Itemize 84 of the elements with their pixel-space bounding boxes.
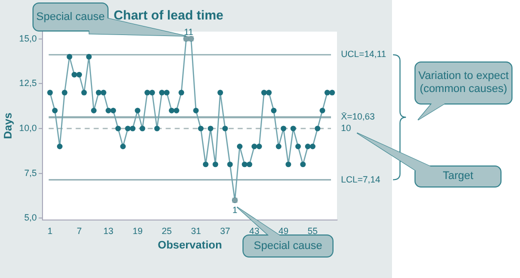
annotation: 1 — [232, 205, 238, 216]
point — [202, 162, 208, 168]
point — [56, 144, 63, 150]
y-tick-label: 15,0 — [19, 33, 37, 44]
y-axis-title: Days — [2, 112, 15, 139]
point — [290, 126, 296, 132]
x-axis-title: Observation — [158, 239, 222, 252]
point — [130, 126, 136, 132]
point — [252, 144, 258, 150]
y-tick-label: 12,5 — [19, 78, 37, 88]
point — [100, 90, 106, 96]
point — [90, 108, 97, 114]
point — [320, 108, 326, 114]
point — [193, 108, 199, 114]
point — [106, 108, 112, 114]
point — [295, 144, 301, 150]
point — [310, 144, 316, 150]
point — [125, 126, 131, 132]
point — [178, 90, 184, 96]
point — [208, 126, 214, 132]
x-tick-label: 1 — [48, 226, 53, 236]
point — [120, 144, 126, 150]
text: Variation to expect (common causes) — [415, 62, 512, 104]
point — [110, 108, 116, 114]
point — [47, 90, 53, 96]
y-tick-label: 5,0 — [24, 212, 37, 223]
point — [174, 108, 180, 114]
point — [256, 144, 262, 150]
point — [286, 162, 292, 168]
point — [62, 90, 68, 96]
point — [154, 126, 160, 132]
point — [217, 90, 224, 96]
ref-line-label: LCL=7,14 — [341, 174, 380, 184]
point — [159, 90, 165, 96]
point — [212, 162, 218, 168]
point — [222, 126, 228, 132]
point — [115, 126, 121, 132]
x-tick-label: 55 — [308, 226, 318, 236]
point — [66, 54, 72, 60]
point — [236, 144, 243, 150]
point — [168, 108, 174, 114]
ref-line-label: X̄=10,63 — [341, 112, 375, 122]
ref-line-label: UCL=14,11 — [341, 49, 386, 60]
chart-title: Chart of lead time — [114, 7, 224, 22]
point — [76, 72, 82, 78]
point — [261, 90, 267, 96]
y-tick-label: 7,5 — [24, 168, 37, 178]
y-tick-label: 10,0 — [19, 122, 37, 133]
x-tick-label: 7 — [76, 226, 82, 236]
point — [144, 90, 150, 96]
point — [227, 162, 233, 168]
ref-line-label: 10 — [341, 122, 352, 133]
x-tick-label: 31 — [190, 226, 201, 236]
x-tick-label: 19 — [132, 226, 143, 236]
text: Target — [415, 166, 501, 187]
x-tick-label: 25 — [162, 226, 172, 236]
x-tick-label: 43 — [249, 226, 260, 236]
point — [72, 72, 78, 78]
point — [242, 162, 248, 168]
x-tick-label: 37 — [220, 226, 230, 236]
point — [140, 126, 146, 132]
point — [96, 90, 102, 96]
annotation: 11 — [184, 26, 194, 37]
point — [86, 54, 92, 60]
x-tick-label: 49 — [278, 226, 288, 236]
point — [164, 90, 170, 96]
point — [134, 108, 140, 114]
point — [324, 90, 330, 96]
point — [52, 108, 58, 114]
point — [276, 144, 282, 150]
point — [305, 144, 311, 150]
text: Special cause — [243, 235, 333, 257]
point — [314, 126, 320, 132]
point — [270, 108, 277, 114]
point — [300, 162, 306, 168]
point — [280, 126, 286, 132]
point — [198, 126, 204, 132]
point — [266, 90, 272, 96]
text: Special cause — [33, 3, 108, 31]
point — [149, 90, 155, 96]
x-tick-label: 13 — [103, 226, 114, 236]
point — [246, 162, 252, 168]
point — [329, 90, 335, 96]
point — [81, 90, 87, 96]
